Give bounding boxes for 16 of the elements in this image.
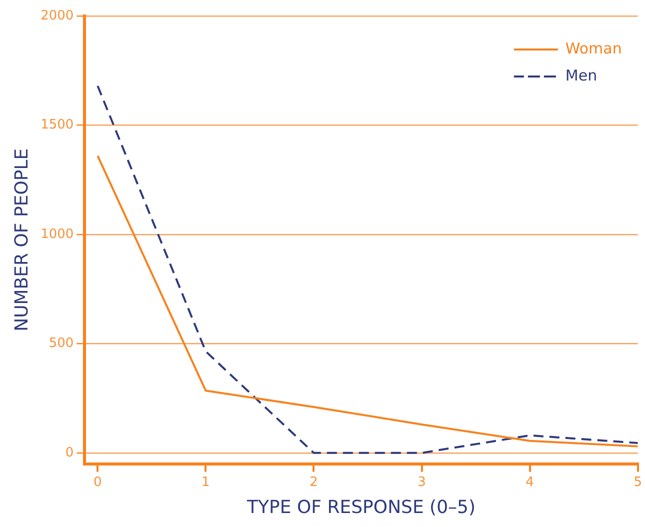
x-tick-label: 2 (310, 474, 318, 490)
x-tick-label: 5 (634, 474, 642, 490)
x-tick-label: 0 (94, 474, 102, 490)
legend-label: Men (565, 66, 598, 84)
y-axis-title: NUMBER OF PEOPLE (11, 148, 32, 332)
x-axis-title: TYPE OF RESPONSE (0–5) (246, 496, 476, 518)
x-tick-label: 3 (418, 474, 426, 490)
y-tick-label: 1000 (40, 226, 74, 242)
y-tick-label: 500 (48, 336, 74, 352)
y-tick-label: 2000 (40, 8, 74, 24)
x-tick-label: 1 (202, 474, 210, 490)
y-tick-label: 1500 (40, 118, 74, 133)
line-series (96, 84, 638, 454)
x-tick-label: 4 (526, 474, 534, 490)
y-tick-label: 0 (65, 445, 74, 460)
legend-label: Woman (565, 39, 622, 58)
